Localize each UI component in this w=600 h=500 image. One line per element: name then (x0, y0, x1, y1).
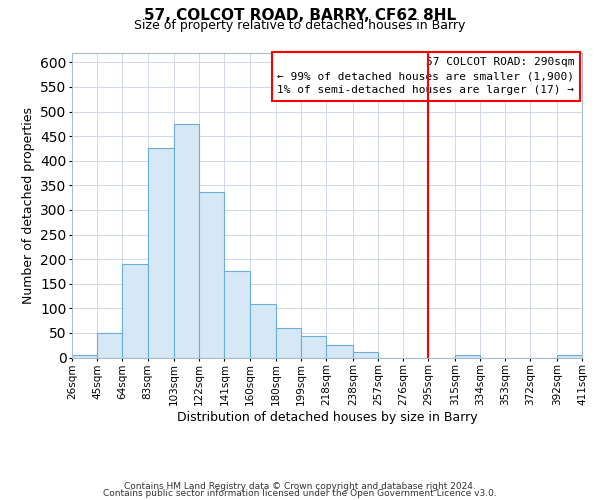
Bar (326, 345, 353, 358)
Bar (224, 272, 250, 358)
Text: Contains HM Land Registry data © Crown copyright and database right 2024.: Contains HM Land Registry data © Crown c… (124, 482, 476, 491)
Bar (122, 264, 148, 358)
Bar (276, 328, 301, 358)
Bar (301, 336, 326, 357)
X-axis label: Distribution of detached houses by size in Barry: Distribution of detached houses by size … (176, 410, 478, 424)
Bar (148, 148, 174, 358)
Bar (250, 304, 276, 358)
Text: Contains public sector information licensed under the Open Government Licence v3: Contains public sector information licen… (103, 489, 497, 498)
Bar (199, 192, 224, 358)
Bar (557, 355, 582, 358)
Y-axis label: Number of detached properties: Number of detached properties (22, 106, 35, 304)
Bar (353, 352, 378, 358)
Text: 57, COLCOT ROAD, BARRY, CF62 8HL: 57, COLCOT ROAD, BARRY, CF62 8HL (144, 8, 456, 22)
Text: Size of property relative to detached houses in Barry: Size of property relative to detached ho… (134, 19, 466, 32)
Bar (174, 124, 199, 358)
Bar (455, 355, 480, 358)
Bar (97, 333, 122, 357)
Bar (72, 355, 97, 358)
Text: 57 COLCOT ROAD: 290sqm
← 99% of detached houses are smaller (1,900)
1% of semi-d: 57 COLCOT ROAD: 290sqm ← 99% of detached… (277, 57, 574, 95)
